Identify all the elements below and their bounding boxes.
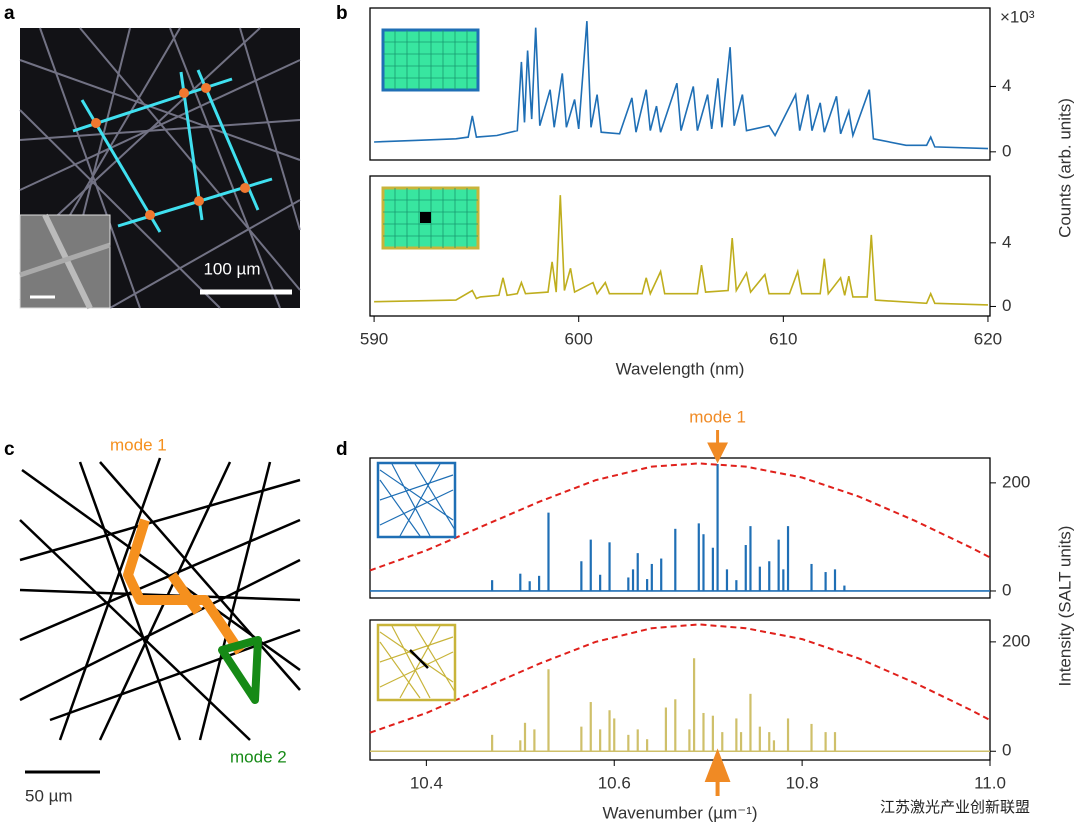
x-tick-label: 11.0 bbox=[974, 773, 1006, 792]
x-tick-label: 610 bbox=[769, 329, 797, 348]
annotation-arrow bbox=[704, 748, 731, 796]
annotation-arrow bbox=[707, 430, 729, 464]
inset bbox=[376, 28, 480, 702]
y-tick-label: 4 bbox=[1002, 232, 1011, 251]
spectrum-line bbox=[374, 195, 989, 306]
x-axis-label: Wavelength (nm) bbox=[616, 359, 745, 378]
x-tick-label: 10.4 bbox=[410, 773, 443, 792]
plot-frame bbox=[369, 619, 991, 761]
y-tick-label: 0 bbox=[1002, 296, 1011, 315]
y-tick-label: 200 bbox=[1002, 472, 1030, 491]
mode-label: mode 2 bbox=[230, 747, 287, 766]
y-tick-label: 0 bbox=[1002, 141, 1011, 160]
y-tick-label: 200 bbox=[1002, 631, 1030, 650]
watermark: 江苏激光产业创新联盟 bbox=[880, 799, 1030, 816]
y-tick-label: 4 bbox=[1002, 76, 1011, 95]
mode-1-path bbox=[167, 572, 203, 615]
gain-curve bbox=[369, 623, 991, 734]
mode-2-path bbox=[218, 636, 262, 704]
panel-label: a bbox=[4, 3, 15, 24]
gain-curve bbox=[369, 462, 991, 572]
panel-label: b bbox=[336, 3, 348, 24]
mode-1-path bbox=[123, 518, 245, 655]
micrograph bbox=[19, 27, 301, 310]
spectrum-line bbox=[374, 21, 989, 150]
plot-frame bbox=[369, 457, 991, 599]
scale-bar-label: 50 µm bbox=[25, 786, 73, 805]
y-axis-label: Intensity (SALT units) bbox=[1055, 526, 1074, 687]
annotation-label: mode 1 bbox=[689, 407, 746, 426]
x-tick-label: 620 bbox=[974, 329, 1002, 348]
scale-bar-label: 100 µm bbox=[203, 259, 260, 278]
y-multiplier: ×10³ bbox=[1000, 7, 1035, 26]
y-tick-label: 0 bbox=[1002, 580, 1011, 599]
plot-frame bbox=[369, 175, 991, 317]
x-tick-label: 10.8 bbox=[786, 773, 819, 792]
y-tick-label: 0 bbox=[1002, 741, 1011, 760]
panel-label: c bbox=[4, 439, 15, 460]
x-tick-label: 600 bbox=[565, 329, 593, 348]
panel-label: d bbox=[336, 439, 348, 460]
x-axis-label: Wavenumber (µm⁻¹) bbox=[602, 803, 757, 822]
x-tick-label: 590 bbox=[360, 329, 388, 348]
fiber-network bbox=[19, 457, 301, 741]
y-axis-label: Counts (arb. units) bbox=[1055, 98, 1074, 238]
plot-frame bbox=[369, 7, 991, 161]
mode-label: mode 1 bbox=[110, 435, 167, 454]
x-tick-label: 10.6 bbox=[598, 773, 631, 792]
